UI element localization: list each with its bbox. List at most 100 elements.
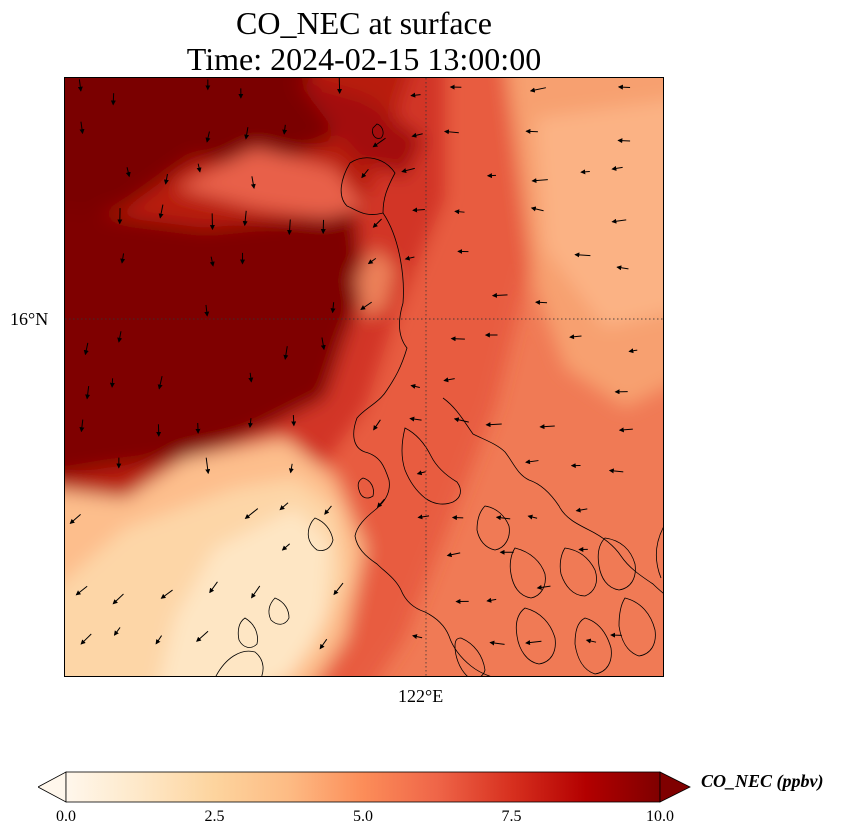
wind-arrow-icon xyxy=(628,348,638,354)
wind-arrow-icon xyxy=(163,173,169,185)
wind-arrow-icon xyxy=(611,218,627,224)
wind-arrow-icon xyxy=(242,210,248,227)
wind-arrow-icon xyxy=(291,415,297,427)
colorbar-tick-label: 7.5 xyxy=(501,808,522,825)
wind-arrow-icon xyxy=(411,132,423,138)
wind-arrow-icon xyxy=(361,169,369,179)
colorbar-ramp xyxy=(65,771,661,803)
wind-arrow-icon xyxy=(83,342,89,356)
wind-arrow-icon xyxy=(410,92,421,98)
wind-arrow-icon xyxy=(244,127,250,140)
wind-arrow-icon xyxy=(530,206,544,212)
wind-vectors xyxy=(69,78,638,650)
wind-arrow-icon xyxy=(204,304,210,317)
wind-arrow-icon xyxy=(158,204,164,219)
wind-arrow-icon xyxy=(279,502,289,511)
wind-arrow-icon xyxy=(491,292,508,298)
wind-arrow-icon xyxy=(611,165,623,171)
wind-arrow-icon xyxy=(443,377,455,383)
concentration-field xyxy=(65,78,663,676)
wind-arrow-icon xyxy=(416,470,426,476)
wind-arrow-icon xyxy=(251,585,261,599)
wind-arrow-icon xyxy=(112,593,124,605)
wind-arrow-icon xyxy=(608,468,624,474)
wind-arrow-icon xyxy=(77,79,83,92)
wind-arrow-icon xyxy=(536,584,551,590)
colorbar-extend-min xyxy=(37,771,67,803)
wind-arrow-icon xyxy=(110,93,116,106)
wind-arrow-icon xyxy=(79,121,85,135)
wind-arrow-icon xyxy=(372,218,382,228)
wind-arrow-icon xyxy=(75,585,88,596)
wind-arrow-icon xyxy=(324,505,332,515)
wind-arrow-icon xyxy=(319,638,328,650)
wind-arrow-icon xyxy=(495,515,511,521)
wind-arrow-icon xyxy=(113,627,121,636)
wind-arrow-icon xyxy=(417,514,430,520)
wind-arrow-icon xyxy=(205,457,211,475)
wind-arrow-icon xyxy=(160,589,173,599)
wind-arrow-icon xyxy=(209,256,215,267)
wind-arrow-icon xyxy=(196,163,202,173)
wind-arrow-icon xyxy=(80,633,92,645)
wind-arrow-icon xyxy=(443,129,459,135)
wind-arrow-icon xyxy=(527,514,538,520)
map-canvas xyxy=(65,78,663,676)
wind-arrow-icon xyxy=(288,463,294,474)
colorbar-tick-label: 2.5 xyxy=(204,808,225,825)
wind-arrow-icon xyxy=(117,331,123,343)
wind-arrow-icon xyxy=(410,383,420,389)
wind-arrow-icon xyxy=(320,337,326,351)
wind-arrow-icon xyxy=(287,219,293,236)
wind-arrow-icon xyxy=(616,265,629,271)
wind-arrow-icon xyxy=(412,207,425,213)
wind-arrow-icon xyxy=(575,507,588,513)
wind-arrow-icon xyxy=(209,581,218,594)
wind-arrow-icon xyxy=(373,419,381,431)
wind-arrow-icon xyxy=(617,138,631,144)
wind-arrow-icon xyxy=(580,169,590,175)
wind-arrow-icon xyxy=(529,87,546,93)
wind-arrow-icon xyxy=(525,640,542,646)
coastlines xyxy=(215,123,663,676)
wind-arrow-icon xyxy=(618,427,633,433)
longitude-tick-label: 122°E xyxy=(398,686,444,706)
wind-arrow-icon xyxy=(125,167,131,178)
wind-arrow-icon xyxy=(446,552,461,558)
wind-arrow-icon xyxy=(450,336,465,342)
map-title-time: Time: 2024-02-15 13:00:00 xyxy=(186,41,542,77)
colorbar-tick-label: 0.0 xyxy=(56,808,76,825)
wind-arrow-icon xyxy=(585,638,597,644)
wind-arrow-icon xyxy=(485,422,502,428)
wind-arrow-icon xyxy=(85,385,91,400)
wind-arrow-icon xyxy=(401,167,415,174)
wind-arrow-icon xyxy=(157,376,163,390)
wind-arrow-icon xyxy=(486,597,497,603)
map-plot-area xyxy=(64,77,664,677)
wind-arrow-icon xyxy=(525,459,539,465)
wind-arrow-icon xyxy=(250,176,256,190)
colorbar-tick-label: 5.0 xyxy=(353,808,373,825)
wind-arrow-icon xyxy=(569,334,582,340)
wind-arrow-icon xyxy=(282,124,288,135)
colorbar-extend-max xyxy=(659,771,691,803)
wind-arrow-icon xyxy=(120,253,126,264)
wind-arrow-icon xyxy=(489,640,505,646)
map-title-variable: CO_NEC at surface xyxy=(236,5,492,41)
wind-arrow-icon xyxy=(372,137,386,148)
wind-arrow-icon xyxy=(330,302,336,314)
wind-arrow-icon xyxy=(412,634,423,640)
wind-arrow-icon xyxy=(617,84,631,90)
gridlines xyxy=(65,78,663,676)
wind-arrow-icon xyxy=(409,416,422,422)
wind-arrow-icon xyxy=(247,418,253,429)
colorbar-graphic xyxy=(37,771,691,803)
wind-arrow-icon xyxy=(377,498,385,508)
latitude-tick-label: 16°N xyxy=(10,309,49,329)
wind-arrow-icon xyxy=(196,630,209,642)
wind-arrow-icon xyxy=(333,582,344,596)
wind-arrow-icon xyxy=(367,257,377,265)
colorbar-tick-label: 10.0 xyxy=(646,808,674,825)
wind-arrow-icon xyxy=(69,514,81,525)
wind-arrow-icon xyxy=(155,635,163,645)
